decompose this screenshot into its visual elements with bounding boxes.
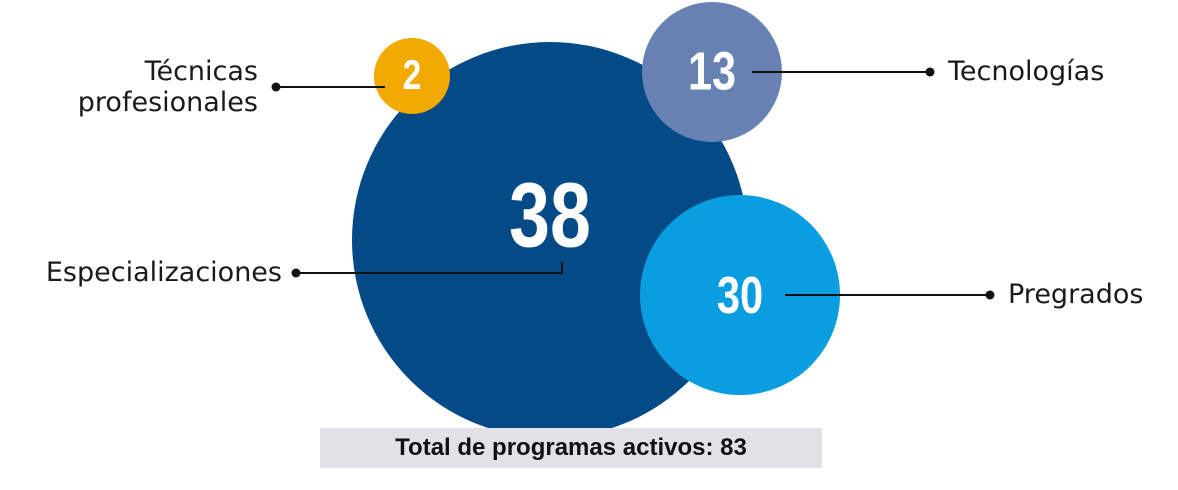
footer: Total de programas activos: 83 [320, 428, 822, 468]
leader-dot [291, 268, 301, 278]
bubble-value: 2 [403, 53, 422, 99]
bubble-value: 13 [688, 42, 736, 102]
bubble-value: 38 [509, 164, 591, 267]
bubble [640, 195, 840, 395]
leader-dot [271, 82, 281, 92]
leader-dot [925, 67, 935, 77]
bubble [374, 38, 450, 114]
leader-line [296, 262, 563, 274]
bubble-label: Especializaciones [45, 257, 282, 288]
bubble [642, 2, 782, 142]
bubble-label: Tecnologías [948, 56, 1105, 87]
leader-dot [985, 290, 995, 300]
bubble [352, 42, 748, 438]
bubble-label: Pregrados [1008, 279, 1144, 310]
bubble-label: Técnicas profesionales [77, 56, 258, 118]
bubble-value: 30 [717, 266, 763, 325]
